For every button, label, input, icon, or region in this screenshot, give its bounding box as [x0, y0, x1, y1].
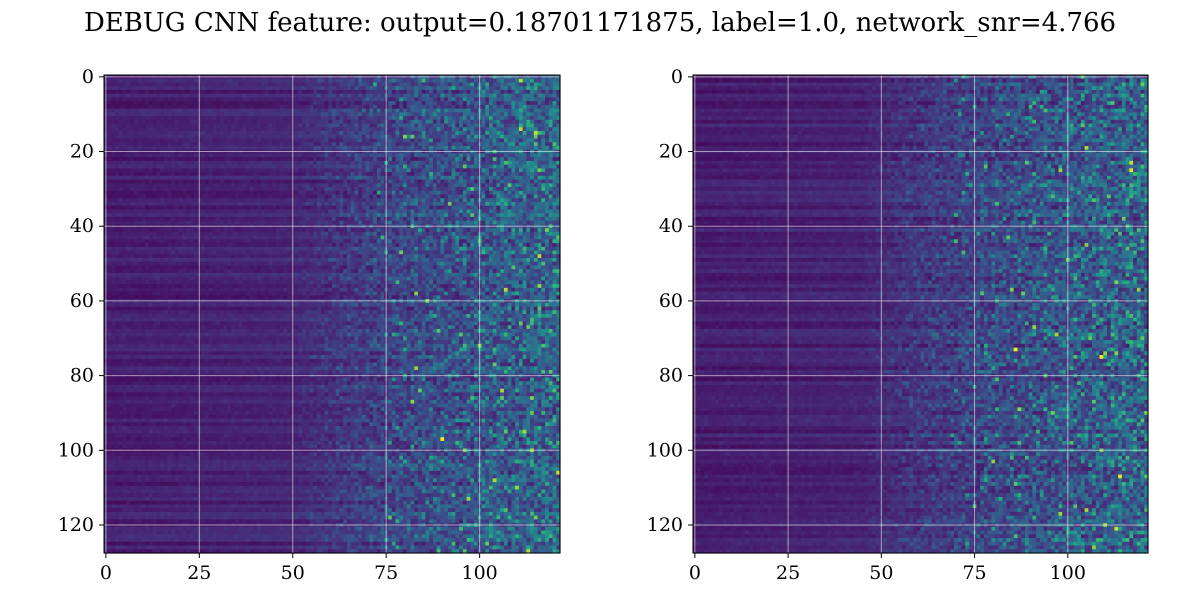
heatmap-cells: [693, 75, 1149, 554]
y-tick-label: 120: [58, 514, 94, 536]
y-tick-label: 60: [70, 290, 94, 312]
y-tick-label: 80: [659, 365, 683, 387]
heatmap-cells: [104, 75, 561, 554]
x-tick-label: 75: [962, 562, 986, 584]
y-tick-label: 0: [82, 66, 94, 88]
y-tick-label: 80: [70, 365, 94, 387]
heatmap-panel-right: 0 25 50 75 100 0 20 40 60 80 100 120: [647, 66, 1149, 584]
y-tick-label: 120: [647, 514, 683, 536]
x-tick-label: 25: [776, 562, 800, 584]
x-tick-label: 0: [689, 562, 701, 584]
y-tick-label: 20: [659, 141, 683, 163]
x-tick-label: 100: [1050, 562, 1086, 584]
y-tick-label: 100: [647, 439, 683, 461]
y-tick-label: 0: [671, 66, 683, 88]
x-tick-label: 50: [281, 562, 305, 584]
x-tick-label: 100: [462, 562, 498, 584]
x-tick-label: 0: [100, 562, 112, 584]
y-tick-label: 40: [70, 215, 94, 237]
x-tick-label: 50: [869, 562, 893, 584]
y-tick-label: 20: [70, 141, 94, 163]
y-tick-label: 100: [58, 439, 94, 461]
y-tick-label: 40: [659, 215, 683, 237]
x-tick-label: 25: [187, 562, 211, 584]
x-tick-label: 75: [374, 562, 398, 584]
y-tick-label: 60: [659, 290, 683, 312]
heatmap-panel-left: 0 25 50 75 100 0 20 40 60 80 100 120: [58, 66, 561, 584]
